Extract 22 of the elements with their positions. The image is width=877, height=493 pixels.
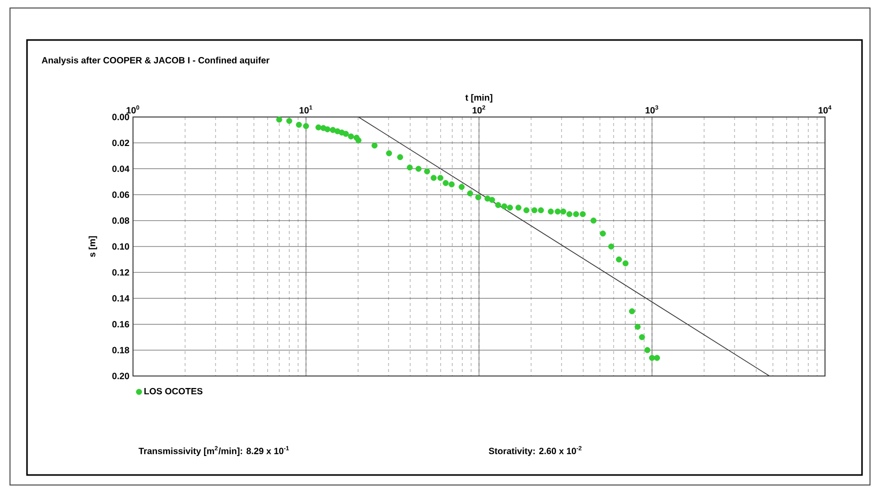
y-tick-label: 0.00 <box>112 114 130 120</box>
y-tick-label: 0.14 <box>112 295 130 302</box>
y-tick-label: 0.20 <box>112 372 130 380</box>
x-tick-label: 10$^{4}$ <box>818 105 832 114</box>
legend-label: LOS OCOTES <box>144 388 202 394</box>
y-axis-title: s [m] <box>88 236 98 257</box>
y-tick-label: 0.16 <box>112 321 130 328</box>
x-axis-title: t [min] <box>465 94 492 102</box>
y-tick-label: 0.12 <box>112 269 130 276</box>
text: Storativity: 2.60 x 10$^{-2}$ <box>488 446 582 456</box>
x-tick-label: 10$^{3}$ <box>646 105 658 114</box>
x-tick-label: 10$^{1}$ <box>300 105 312 114</box>
y-tick-label: 0.18 <box>112 346 130 354</box>
text: Transmissivity [m$^{2}$/min]: 8.29 x 10$^{-1}$ <box>138 446 289 456</box>
y-tick-label: 0.02 <box>112 140 130 146</box>
y-tick-label: 0.04 <box>112 166 130 172</box>
x-tick-label: 10$^{0}$ <box>126 105 140 114</box>
y-tick-label: 0.10 <box>112 243 130 250</box>
y-tick-label: 0.06 <box>112 192 130 198</box>
x-tick-label: 10$^{2}$ <box>472 105 486 114</box>
y-tick-label: 0.08 <box>112 217 130 224</box>
chart-title: Analysis after COOPER & JACOB I - Confined aquifer <box>42 56 270 66</box>
